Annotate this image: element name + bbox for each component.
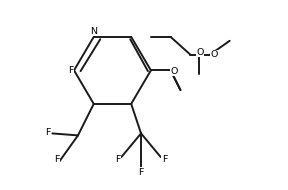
- Text: F: F: [68, 66, 73, 75]
- Text: N: N: [90, 27, 97, 36]
- Text: O: O: [170, 67, 178, 76]
- Text: O: O: [196, 48, 204, 57]
- Text: F: F: [138, 168, 144, 177]
- Text: F: F: [115, 154, 120, 164]
- Text: F: F: [55, 155, 60, 164]
- Text: F: F: [45, 128, 50, 137]
- Text: F: F: [162, 154, 167, 164]
- Text: O: O: [210, 50, 217, 59]
